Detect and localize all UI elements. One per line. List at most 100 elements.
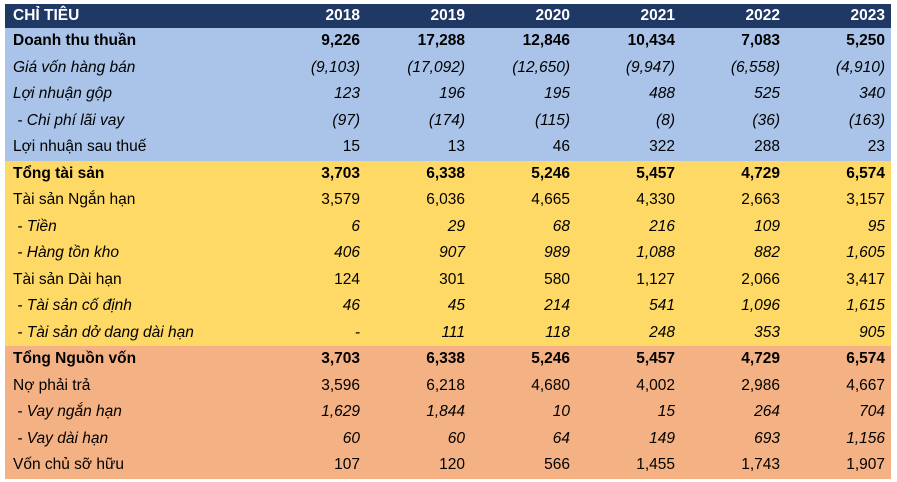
header-year-2022: 2022 [681,4,786,28]
cell-value: 3,417 [786,266,891,293]
cell-value: 5,250 [786,28,891,55]
cell-value: 15 [261,134,366,161]
cell-value: 17,288 [366,28,471,55]
row-label: Tài sản Dài hạn [5,266,261,293]
cell-value: 340 [786,81,891,108]
cell-value: 118 [471,319,576,346]
row-label: Vốn chủ sỡ hữu [5,452,261,479]
cell-value: 1,088 [576,240,681,267]
header-year-2021: 2021 [576,4,681,28]
header-year-2020: 2020 [471,4,576,28]
cell-value: 2,986 [681,372,786,399]
cell-value: 10 [471,399,576,426]
cell-value: 353 [681,319,786,346]
cell-value: 195 [471,81,576,108]
cell-value: 1,844 [366,399,471,426]
cell-value: 45 [366,293,471,320]
table-row: Tài sản Dài hạn 124 301 580 1,127 2,066 3,417 [5,266,891,293]
cell-value: (9,947) [576,54,681,81]
cell-value: 248 [576,319,681,346]
table-row: - Vay dài hạn 60 60 64 149 693 1,156 [5,425,891,452]
row-label: Lợi nhuận sau thuế [5,134,261,161]
cell-value: 15 [576,399,681,426]
cell-value: 6,574 [786,346,891,373]
cell-value: 4,680 [471,372,576,399]
row-label: Lợi nhuận gộp [5,81,261,108]
cell-value: 882 [681,240,786,267]
cell-value: 693 [681,425,786,452]
cell-value: 10,434 [576,28,681,55]
cell-value: 301 [366,266,471,293]
cell-value: (17,092) [366,54,471,81]
cell-value: 905 [786,319,891,346]
cell-value: (115) [471,107,576,134]
cell-value: 95 [786,213,891,240]
cell-value: 1,615 [786,293,891,320]
cell-value: 288 [681,134,786,161]
cell-value: 5,457 [576,160,681,187]
cell-value: 13 [366,134,471,161]
cell-value: 4,729 [681,346,786,373]
table-row: - Tài sản dở dang dài hạn -111 118 248 353 90… [5,319,891,346]
cell-value: 4,002 [576,372,681,399]
table-row: Tài sản Ngắn hạn 3,579 6,036 4,665 4,330 2,66… [5,187,891,214]
cell-value: (36) [681,107,786,134]
cell-value: 488 [576,81,681,108]
cell-value: 107 [261,452,366,479]
cell-value: 322 [576,134,681,161]
cell-value: 704 [786,399,891,426]
table-row: Tổng tài sản 3,703 6,338 5,246 5,457 4,729 6,5… [5,160,891,187]
row-label: - Vay dài hạn [5,425,261,452]
table-row: - Hàng tồn kho 406 907 989 1,088 882 1,605 [5,240,891,267]
cell-value: 3,579 [261,187,366,214]
cell-value: 6,218 [366,372,471,399]
cell-value: (9,103) [261,54,366,81]
cell-value: 29 [366,213,471,240]
cell-value: 6,338 [366,160,471,187]
row-label: - Vay ngắn hạn [5,399,261,426]
cell-value: 3,596 [261,372,366,399]
cell-value: 1,096 [681,293,786,320]
cell-value: 46 [261,293,366,320]
cell-value: 2,066 [681,266,786,293]
cell-value: 6,574 [786,160,891,187]
cell-value: 4,665 [471,187,576,214]
cell-value: 64 [471,425,576,452]
header-year-2019: 2019 [366,4,471,28]
row-label: Giá vốn hàng bán [5,54,261,81]
cell-value: 123 [261,81,366,108]
table-row: Giá vốn hàng bán (9,103) (17,092) (12,650)(… [5,54,891,81]
header-year-2018: 2018 [261,4,366,28]
cell-value: 124 [261,266,366,293]
cell-value: 6 [261,213,366,240]
cell-value: 989 [471,240,576,267]
row-label: Nợ phải trả [5,372,261,399]
cell-value: 525 [681,81,786,108]
cell-value: 5,246 [471,346,576,373]
cell-value: 4,330 [576,187,681,214]
cell-value: - [261,319,366,346]
cell-value: 2,663 [681,187,786,214]
row-label: - Hàng tồn kho [5,240,261,267]
cell-value: 60 [261,425,366,452]
row-label: Tổng tài sản [5,160,261,187]
table-row: - Tiền 6 29 68 216 109 95 [5,213,891,240]
cell-value: 23 [786,134,891,161]
cell-value: 46 [471,134,576,161]
cell-value: 541 [576,293,681,320]
cell-value: 580 [471,266,576,293]
cell-value: (97) [261,107,366,134]
cell-value: 3,703 [261,346,366,373]
cell-value: 68 [471,213,576,240]
cell-value: 4,729 [681,160,786,187]
cell-value: 214 [471,293,576,320]
cell-value: (163) [786,107,891,134]
cell-value: (6,558) [681,54,786,81]
cell-value: 7,083 [681,28,786,55]
cell-value: 6,036 [366,187,471,214]
cell-value: 1,743 [681,452,786,479]
cell-value: (174) [366,107,471,134]
cell-value: 60 [366,425,471,452]
cell-value: 149 [576,425,681,452]
cell-value: 1,907 [786,452,891,479]
